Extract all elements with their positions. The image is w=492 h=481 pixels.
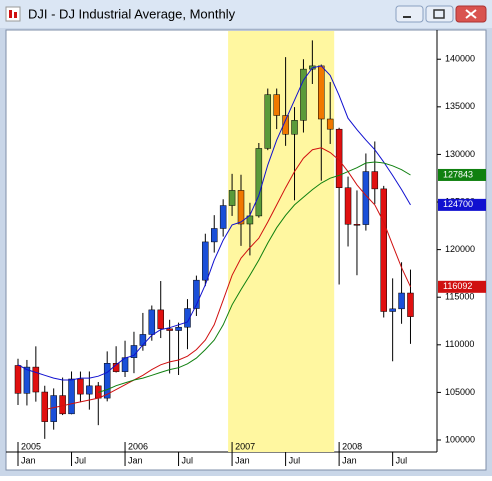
moving-average-line: [98, 161, 411, 393]
candle-body: [32, 366, 40, 393]
candle-body: [282, 115, 289, 135]
candle-body: [157, 309, 164, 330]
candle-body: [77, 378, 84, 395]
x-tick-label: Jul: [182, 455, 194, 465]
y-tick-label: 120000: [445, 244, 475, 254]
y-tick-label: 130000: [445, 149, 475, 159]
y-tick-label: 105000: [445, 387, 475, 397]
candle-body: [335, 128, 343, 188]
candle-body: [246, 215, 254, 225]
candle-body: [166, 328, 173, 331]
candle-body: [300, 68, 307, 121]
y-tick-label: 135000: [445, 101, 475, 111]
last-value-box: [438, 168, 486, 181]
x-tick-label: Jan: [128, 455, 143, 465]
window-title: DJI - DJ Industrial Average, Monthly: [28, 6, 236, 21]
y-tick-label: 110000: [445, 339, 474, 349]
candle-body: [210, 228, 218, 243]
candle-body: [326, 118, 334, 130]
candle-body: [237, 190, 245, 225]
candle-body: [407, 292, 414, 317]
last-value-box: [438, 280, 486, 293]
candle-body: [291, 120, 298, 135]
moving-average-line: [17, 65, 411, 381]
candle-body: [103, 363, 111, 399]
x-tick-label: Jan: [235, 455, 250, 465]
moving-average-line: [44, 147, 411, 410]
x-tick-label: Jan: [21, 455, 36, 465]
year-label: 2005: [21, 441, 41, 451]
x-tick-label: Jul: [396, 455, 408, 465]
candle-body: [14, 365, 22, 394]
year-label: 2006: [128, 441, 148, 451]
y-tick-label: 100000: [445, 434, 475, 444]
candle-body: [202, 241, 209, 281]
candle-body: [23, 366, 31, 394]
candle-body: [68, 378, 75, 415]
last-value-label: 124700: [443, 199, 473, 209]
candle-body: [264, 94, 272, 149]
last-value-label: 116092: [443, 281, 472, 291]
candle-body: [273, 94, 280, 116]
year-label: 2007: [235, 441, 255, 451]
x-tick-label: Jul: [289, 455, 301, 465]
candle-body: [380, 188, 387, 312]
highlight-band: [228, 31, 335, 452]
candle-body: [184, 308, 191, 328]
candle-body: [219, 205, 227, 229]
candle-body: [59, 395, 66, 415]
candle-body: [255, 148, 263, 217]
candle-body: [389, 308, 396, 312]
candle-body: [371, 171, 379, 190]
candle-body: [344, 187, 352, 225]
window-buttons[interactable]: [395, 5, 487, 23]
x-tick-label: Jan: [342, 455, 357, 465]
candle-body: [353, 224, 361, 226]
last-value-label: 127843: [443, 169, 473, 179]
y-tick-label: 115000: [445, 292, 474, 302]
last-value-box: [438, 198, 486, 211]
candle-body: [50, 395, 57, 422]
x-tick-label: Jul: [75, 455, 87, 465]
y-tick-label: 140000: [445, 54, 475, 64]
candle-body: [86, 385, 93, 395]
candle-body: [398, 292, 405, 310]
candle-body: [318, 65, 325, 120]
year-label: 2008: [342, 441, 362, 451]
candle-body: [41, 391, 49, 422]
candle-body: [193, 279, 200, 309]
candle-body: [139, 334, 147, 346]
candle-body: [175, 326, 182, 331]
candle-body: [148, 309, 156, 335]
candle-body: [228, 190, 236, 206]
window-icon: [5, 6, 21, 22]
